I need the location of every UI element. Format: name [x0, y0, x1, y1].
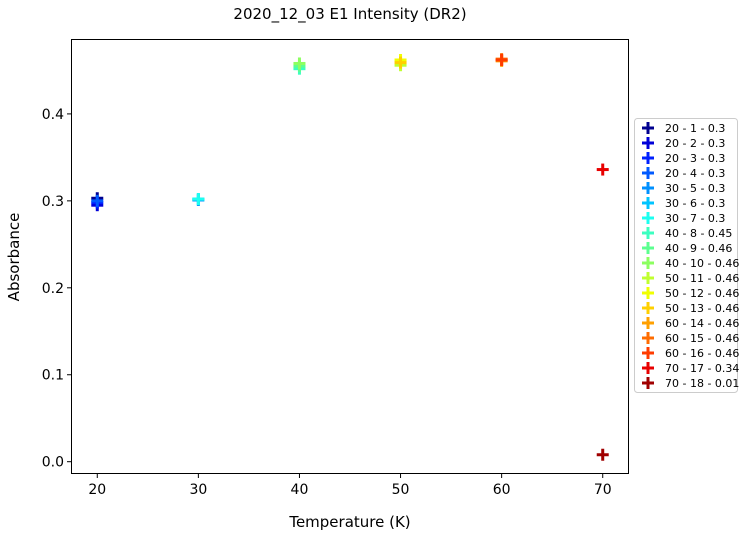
- data-point: [91, 194, 104, 207]
- legend-item: 60 - 14 - 0.46: [642, 317, 739, 330]
- data-point: [394, 56, 407, 69]
- legend-label: 40 - 10 - 0.46: [665, 257, 739, 270]
- legend-item: 20 - 2 - 0.3: [642, 137, 725, 150]
- legend-label: 60 - 15 - 0.46: [665, 332, 739, 345]
- legend-label: 60 - 14 - 0.46: [665, 317, 739, 330]
- legend-label: 30 - 7 - 0.3: [665, 212, 725, 225]
- legend-item: 30 - 7 - 0.3: [642, 212, 725, 225]
- legend: 20 - 1 - 0.3 20 - 2 - 0.3 20 - 3 - 0.3 20 -…: [634, 118, 739, 393]
- data-markers: [91, 53, 609, 461]
- legend-item: 20 - 4 - 0.3: [642, 167, 725, 180]
- legend-item: 20 - 1 - 0.3: [642, 122, 725, 135]
- legend-item: 50 - 13 - 0.46: [642, 302, 739, 315]
- legend-label: 50 - 12 - 0.46: [665, 287, 739, 300]
- legend-item: 50 - 12 - 0.46: [642, 287, 739, 300]
- legend-item: 70 - 18 - 0.01: [642, 377, 739, 390]
- x-tick-label: 20: [88, 482, 106, 498]
- data-point: [293, 57, 306, 70]
- legend-item: 50 - 11 - 0.46: [642, 272, 739, 285]
- legend-label: 30 - 6 - 0.3: [665, 197, 725, 210]
- legend-item: 30 - 5 - 0.3: [642, 182, 725, 195]
- legend-item: 20 - 3 - 0.3: [642, 152, 725, 165]
- legend-label: 70 - 18 - 0.01: [665, 377, 739, 390]
- y-axis: 0.0 0.1 0.2 0.3 0.4: [42, 107, 72, 471]
- y-tick-label: 0.4: [42, 107, 64, 123]
- data-point: [596, 163, 609, 176]
- y-tick-label: 0.0: [42, 455, 64, 471]
- legend-label: 70 - 17 - 0.34: [665, 362, 739, 375]
- x-axis: 20 30 40 50 60 70: [88, 473, 612, 498]
- x-axis-label: Temperature (K): [288, 513, 410, 531]
- legend-label: 40 - 8 - 0.45: [665, 227, 732, 240]
- legend-label: 30 - 5 - 0.3: [665, 182, 725, 195]
- y-tick-label: 0.1: [42, 368, 64, 384]
- legend-label: 20 - 1 - 0.3: [665, 122, 725, 135]
- legend-label: 60 - 16 - 0.46: [665, 347, 739, 360]
- legend-label: 20 - 3 - 0.3: [665, 152, 725, 165]
- legend-label: 50 - 13 - 0.46: [665, 302, 739, 315]
- x-tick-label: 60: [493, 482, 511, 498]
- data-point: [192, 193, 205, 206]
- legend-label: 20 - 2 - 0.3: [665, 137, 725, 150]
- legend-item: 60 - 15 - 0.46: [642, 332, 739, 345]
- x-tick-label: 70: [594, 482, 612, 498]
- x-tick-label: 30: [189, 482, 207, 498]
- y-tick-label: 0.3: [42, 194, 64, 210]
- legend-label: 50 - 11 - 0.46: [665, 272, 739, 285]
- legend-item: 40 - 9 - 0.46: [642, 242, 732, 255]
- legend-item: 70 - 17 - 0.34: [642, 362, 739, 375]
- x-tick-label: 50: [392, 482, 410, 498]
- chart-title: 2020_12_03 E1 Intensity (DR2): [233, 5, 466, 24]
- legend-label: 20 - 4 - 0.3: [665, 167, 725, 180]
- legend-item: 40 - 8 - 0.45: [642, 227, 732, 240]
- legend-item: 30 - 6 - 0.3: [642, 197, 725, 210]
- x-tick-label: 40: [291, 482, 309, 498]
- plot-area: [71, 39, 629, 474]
- y-tick-label: 0.2: [42, 281, 64, 297]
- data-point: [596, 448, 609, 461]
- legend-item: 60 - 16 - 0.46: [642, 347, 739, 360]
- legend-item: 40 - 10 - 0.46: [642, 257, 739, 270]
- data-point: [495, 53, 508, 66]
- legend-label: 40 - 9 - 0.46: [665, 242, 732, 255]
- legend-box: [634, 118, 738, 393]
- y-axis-label: Absorbance: [5, 213, 23, 302]
